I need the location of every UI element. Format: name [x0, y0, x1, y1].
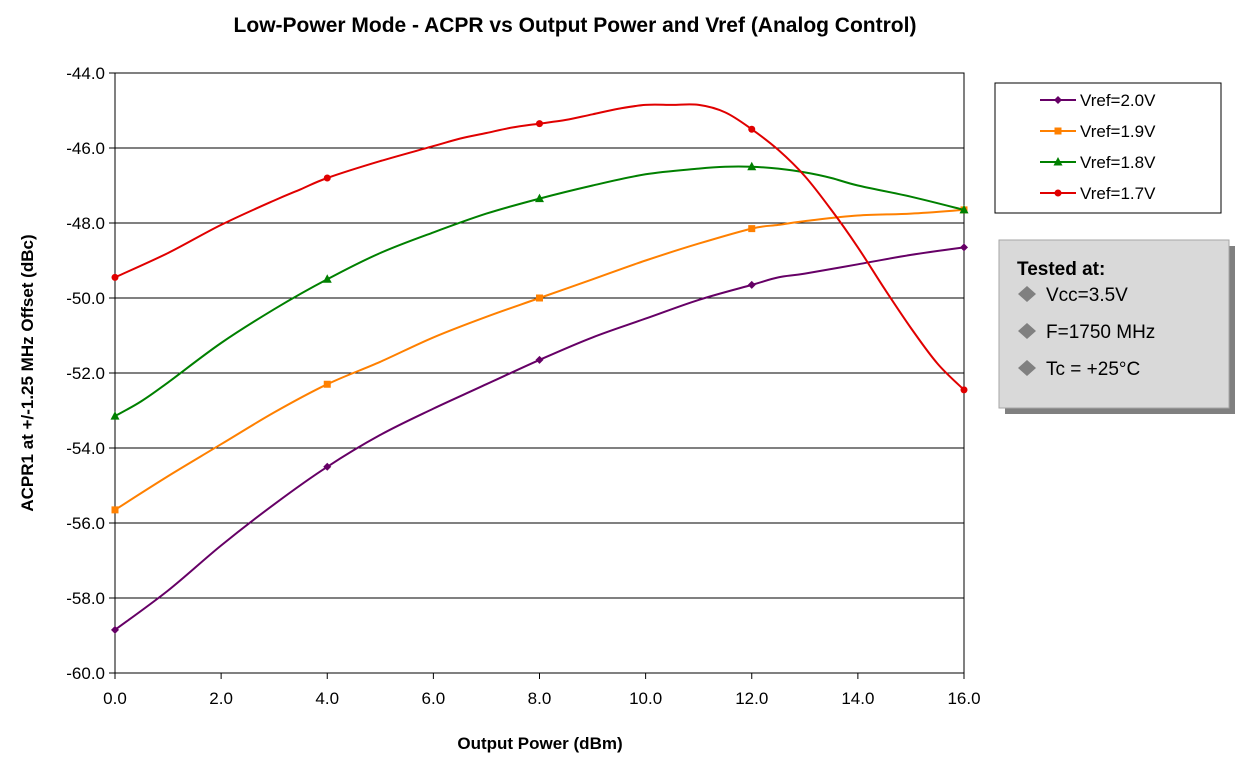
x-tick-label: 0.0 [103, 689, 127, 708]
test-conditions-box: Tested at: Vcc=3.5V F=1750 MHz Tc = +25°C [998, 239, 1235, 414]
data-point [110, 411, 120, 420]
legend: Vref=2.0V Vref=1.9V Vref=1.8V Vref=1.7V [994, 82, 1222, 214]
data-point [536, 120, 543, 128]
data-point [536, 294, 543, 302]
data-point [960, 243, 968, 252]
y-tick-label: -48.0 [66, 214, 105, 233]
diamond-bullet-icon [1018, 286, 1036, 302]
series-line-1 [114, 246, 965, 631]
legend-marker [1054, 127, 1062, 135]
note-item: Vcc=3.5V [1046, 285, 1128, 306]
data-point [111, 625, 119, 634]
data-point [960, 386, 968, 394]
x-tick-label: 2.0 [209, 689, 233, 708]
y-tick-label: -50.0 [66, 289, 105, 308]
x-tick-label: 10.0 [629, 689, 662, 708]
note-box [998, 239, 1230, 409]
legend-label: Vref=2.0V [1080, 91, 1156, 110]
legend-label: Vref=1.8V [1080, 153, 1156, 172]
note-item: Tc = +25°C [1046, 359, 1140, 380]
legend-label: Vref=1.7V [1080, 184, 1156, 203]
data-point [535, 355, 544, 364]
data-point [747, 280, 756, 289]
note-item: F=1750 MHz [1046, 322, 1155, 343]
data-point [111, 506, 119, 514]
x-tick-label: 14.0 [841, 689, 874, 708]
data-point [111, 273, 119, 281]
chart-title: Low-Power Mode - ACPR vs Output Power an… [234, 14, 917, 37]
y-tick-label: -56.0 [66, 514, 105, 533]
axes: -44.0 -46.0 -48.0 -50.0 -52.0 -54.0 -56.0 -58.0… [66, 64, 980, 708]
y-tick-label: -54.0 [66, 439, 105, 458]
data-point [748, 225, 756, 233]
y-tick-label: -46.0 [66, 139, 105, 158]
legend-label: Vref=1.9V [1080, 122, 1156, 141]
legend-marker [1054, 96, 1062, 104]
y-tick-label: -44.0 [66, 64, 105, 83]
x-axis-label: Output Power (dBm) [457, 734, 622, 753]
legend-box [994, 82, 1222, 214]
x-tick-label: 6.0 [422, 689, 446, 708]
series-group [110, 103, 969, 634]
data-point [748, 125, 756, 133]
x-tick-label: 16.0 [947, 689, 980, 708]
legend-marker [1054, 189, 1062, 197]
data-point [323, 380, 331, 388]
y-tick-label: -58.0 [66, 589, 105, 608]
series-line-2 [114, 208, 965, 511]
data-point [959, 204, 969, 214]
data-point [747, 161, 757, 171]
y-tick-label: -52.0 [66, 364, 105, 383]
data-point [323, 174, 331, 182]
data-point [322, 274, 332, 283]
data-point [535, 193, 544, 203]
x-tick-label: 4.0 [315, 689, 339, 708]
series-line-3 [114, 165, 965, 417]
note-title: Tested at: [1017, 259, 1105, 280]
data-point [323, 462, 332, 471]
x-tick-label: 8.0 [528, 689, 552, 708]
legend-marker [1053, 157, 1063, 166]
x-tick-label: 12.0 [735, 689, 768, 708]
diamond-bullet-icon [1018, 360, 1036, 376]
y-axis-label: ACPR1 at +/-1.25 MHz Offset (dBc) [18, 234, 37, 511]
y-tick-label: -60.0 [66, 664, 105, 683]
diamond-bullet-icon [1018, 323, 1036, 339]
series-line-4 [114, 103, 965, 391]
